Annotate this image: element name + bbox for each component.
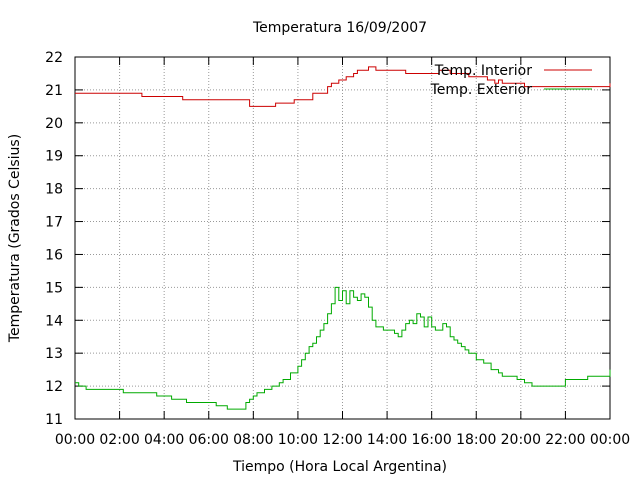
x-tick-label: 02:00 — [99, 432, 139, 448]
x-tick-label: 22:00 — [545, 432, 585, 448]
chart-title: Temperatura 16/09/2007 — [252, 20, 427, 36]
x-tick-label: 20:00 — [501, 432, 541, 448]
x-tick-label: 18:00 — [456, 432, 496, 448]
y-tick-label: 12 — [45, 379, 63, 395]
x-tick-label: 00:00 — [55, 432, 95, 448]
y-axis-label: Temperatura (Grados Celsius) — [7, 134, 23, 343]
series-line-interior — [75, 66, 611, 107]
y-tick-label: 15 — [45, 280, 63, 296]
y-tick-label: 16 — [45, 247, 63, 263]
y-tick-label: 13 — [45, 346, 63, 362]
y-tick-label: 14 — [45, 313, 63, 329]
legend: Temp. Interior Temp. Exterior — [430, 63, 592, 98]
x-axis-label: Tiempo (Hora Local Argentina) — [232, 459, 447, 475]
y-tick-label: 19 — [45, 149, 63, 165]
x-tick-label: 10:00 — [278, 432, 318, 448]
legend-label: Temp. Interior — [434, 63, 533, 79]
y-tick-label: 11 — [45, 412, 63, 428]
x-tick-label: 00:00 — [590, 432, 630, 448]
grid — [75, 57, 610, 419]
legend-label: Temp. Exterior — [430, 82, 533, 98]
x-tick-label: 04:00 — [144, 432, 184, 448]
series-group — [75, 66, 611, 410]
series-line-exterior — [75, 286, 611, 410]
y-tick-label: 20 — [45, 116, 63, 132]
y-tick-label: 17 — [45, 215, 63, 231]
x-tick-label: 12:00 — [322, 432, 362, 448]
y-tick-label: 18 — [45, 182, 63, 198]
x-tick-label: 16:00 — [411, 432, 451, 448]
x-tick-label: 14:00 — [367, 432, 407, 448]
x-tick-label: 06:00 — [189, 432, 229, 448]
x-tick-label: 08:00 — [233, 432, 273, 448]
y-tick-label: 21 — [45, 83, 63, 99]
y-tick-label: 22 — [45, 50, 63, 66]
